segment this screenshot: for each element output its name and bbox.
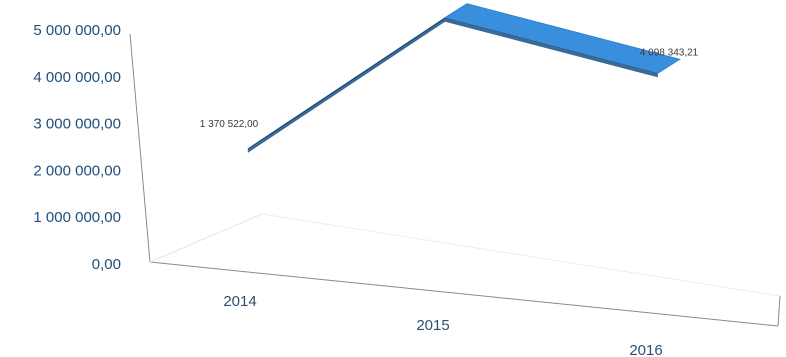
x-tick-label: 2015 — [416, 317, 449, 334]
floor-right-edge — [777, 295, 781, 327]
x-tick-label: 2014 — [223, 293, 256, 310]
series-ribbon — [247, 3, 681, 153]
x-axis-ticks: 2014 2015 2016 — [223, 293, 662, 357]
x-tick-label: 2016 — [629, 342, 662, 357]
ribbon-edge — [445, 17, 658, 78]
floor-back-edge — [149, 213, 263, 263]
floor-front-edge — [149, 261, 779, 327]
y-tick-label: 5 000 000,00 — [33, 22, 121, 39]
y-tick-label: 3 000 000,00 — [33, 116, 121, 133]
y-tick-label: 0,00 — [92, 256, 121, 273]
y-tick-label: 4 000 000,00 — [33, 69, 121, 86]
chart-axes — [129, 33, 781, 327]
y-tick-label: 1 000 000,00 — [33, 209, 121, 226]
y-tick-label: 2 000 000,00 — [33, 162, 121, 179]
y-axis-ticks: 0,00 1 000 000,00 2 000 000,00 3 000 000,00… — [33, 22, 121, 273]
ribbon-segment — [444, 3, 681, 74]
data-labels: 1 370 522,004 884 620,854 098 343,21 — [200, 47, 699, 130]
data-label: 4 098 343,21 — [640, 47, 699, 58]
ribbon-edge — [247, 17, 445, 153]
data-label: 1 370 522,00 — [200, 119, 259, 130]
y-axis-line — [129, 33, 151, 263]
floor-rear-edge — [261, 213, 781, 297]
